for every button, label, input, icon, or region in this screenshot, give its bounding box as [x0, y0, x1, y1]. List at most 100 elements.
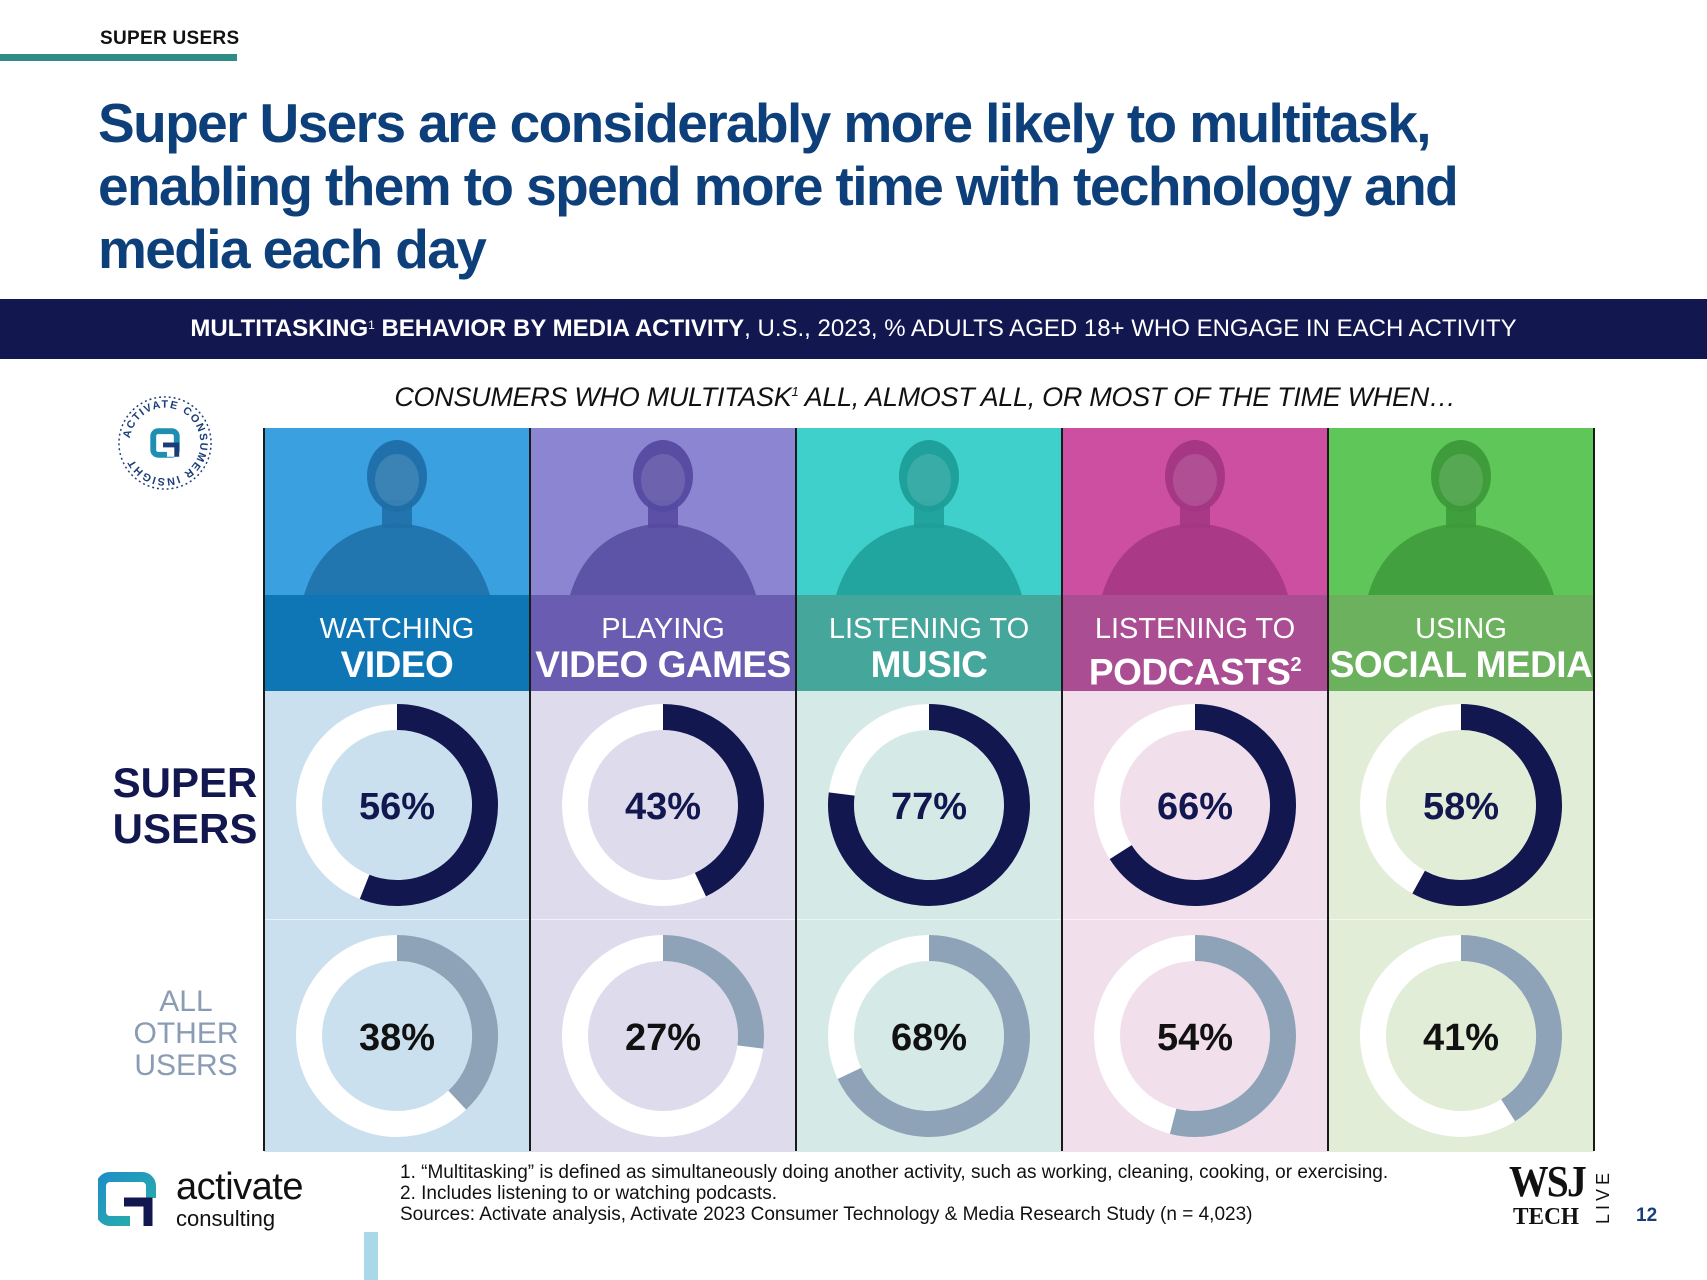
activity-photo [264, 428, 530, 595]
column-divider [529, 428, 531, 1151]
activity-label-line2: PODCASTS2 [1062, 645, 1328, 692]
super-users-donut: 77% [828, 704, 1030, 906]
activity-label-line1: WATCHING [319, 613, 475, 645]
super-users-donut: 58% [1360, 704, 1563, 906]
subhead-part1: CONSUMERS WHO MULTITASK [394, 382, 792, 412]
activity-label-line2: VIDEO GAMES [530, 645, 796, 685]
donut-arc [662, 704, 764, 897]
activity-label-line2: VIDEO [264, 645, 530, 685]
donut-arc [1460, 935, 1562, 1122]
subhead-sup: 1 [791, 384, 799, 399]
banner-sup: 1 [368, 318, 375, 332]
super-users-cell: 77% [796, 691, 1062, 919]
page-title: Super Users are considerably more likely… [98, 92, 1459, 280]
row-label-other-line1: ALL [159, 985, 213, 1018]
activity-label-line2-text: SOCIAL MEDIA [1329, 644, 1593, 685]
other-users-donut: 41% [1360, 935, 1562, 1137]
super-users-donut: 56% [296, 704, 498, 906]
chart-banner: MULTITASKING1 BEHAVIOR BY MEDIA ACTIVITY… [0, 299, 1707, 359]
donut-value-label: 27% [625, 1017, 701, 1059]
column-divider [263, 428, 265, 1151]
super-users-cell: 66% [1062, 691, 1328, 919]
super-users-cell: 43% [530, 691, 796, 919]
activity-column: WATCHING VIDEO 56% 38% [264, 428, 530, 1152]
subhead-part2: ALL, ALMOST ALL, OR MOST OF THE TIME WHE… [798, 382, 1456, 412]
activity-column: LISTENING TO MUSIC 77% 68% [796, 428, 1062, 1152]
row-label-other-line2: OTHER [133, 1017, 239, 1050]
activity-photo-icon [264, 428, 530, 595]
logo-text-activate: activate [176, 1166, 303, 1208]
other-users-donut: 54% [1094, 935, 1296, 1137]
donut-value-label: 54% [1157, 1017, 1233, 1059]
activity-photo [1062, 428, 1328, 595]
donut-value-label: 77% [891, 786, 967, 828]
activity-photo-icon [1328, 428, 1594, 595]
activity-column: LISTENING TO PODCASTS2 66% 54% [1062, 428, 1328, 1152]
activity-label: PLAYING VIDEO GAMES [530, 595, 796, 691]
activity-photo [1328, 428, 1594, 595]
chart-subhead: CONSUMERS WHO MULTITASK1 ALL, ALMOST ALL… [240, 382, 1610, 413]
row-label-super-line1: SUPER [112, 759, 258, 806]
super-users-donut: 43% [562, 704, 764, 906]
activity-photo [796, 428, 1062, 595]
donut-value-label: 68% [891, 1017, 967, 1059]
donut-arc [359, 704, 498, 906]
donut-arc [837, 935, 1030, 1137]
activity-column: USING SOCIAL MEDIA 58% 41% [1328, 428, 1594, 1152]
activate-logo-icon [98, 1172, 156, 1226]
donut-value-label: 38% [359, 1017, 435, 1059]
page-number: 12 [1636, 1205, 1658, 1226]
activity-photo [530, 428, 796, 595]
activity-label-line2-text: PODCASTS [1088, 651, 1291, 693]
wsj-text: WSJ [1509, 1157, 1586, 1206]
other-users-donut: 38% [296, 935, 498, 1137]
other-users-donut: 27% [562, 935, 764, 1137]
activity-label-line1: PLAYING [601, 613, 725, 645]
section-label: SUPER USERS [100, 28, 240, 49]
column-divider [1061, 428, 1063, 1151]
donut-arc [662, 935, 764, 1049]
activity-column: PLAYING VIDEO GAMES 43% 27% [530, 428, 796, 1152]
donut-arc [1169, 935, 1296, 1137]
activity-label-line1: USING [1415, 613, 1507, 645]
other-users-cell: 41% [1328, 919, 1594, 1152]
donut-value-label: 66% [1157, 786, 1233, 828]
banner-rest: , U.S., 2023, % ADULTS AGED 18+ WHO ENGA… [744, 315, 1517, 342]
activity-label-line2-text: VIDEO [340, 644, 454, 685]
super-users-cell: 56% [264, 691, 530, 919]
donut-value-label: 56% [359, 786, 435, 828]
column-divider [1327, 428, 1329, 1151]
wsj-live-text: LIVE [1593, 1169, 1613, 1224]
activity-label-line2: SOCIAL MEDIA [1328, 645, 1594, 685]
activity-label-footnote-marker: 2 [1290, 654, 1302, 676]
activity-photo-icon [1062, 428, 1328, 595]
row-label-super-users: SUPER USERS [100, 760, 270, 852]
activity-label-line2: MUSIC [796, 645, 1062, 685]
footnote-1: 1. “Multitasking” is defined as simultan… [400, 1162, 1389, 1183]
donut-arc [1109, 704, 1296, 906]
other-users-donut: 68% [828, 935, 1030, 1137]
activity-label: LISTENING TO PODCASTS2 [1062, 595, 1328, 692]
activity-photo-icon [796, 428, 1062, 595]
activity-label-line2-text: VIDEO GAMES [535, 644, 791, 685]
wsj-tech-live-logo-icon: WSJ TECH LIVE [1509, 1157, 1613, 1230]
activity-label-line1: LISTENING TO [828, 613, 1030, 645]
super-users-cell: 58% [1328, 691, 1594, 919]
sources: Sources: Activate analysis, Activate 202… [400, 1204, 1253, 1225]
donut-value-label: 41% [1423, 1017, 1499, 1059]
donut-arc [1412, 704, 1563, 906]
activity-label: WATCHING VIDEO [264, 595, 530, 691]
super-users-donut: 66% [1094, 704, 1296, 906]
column-divider [1593, 428, 1595, 1151]
consumer-insight-badge-icon: ACTIVATE CONSUMER INSIGHT [118, 396, 212, 490]
footnotes: 1. “Multitasking” is defined as simultan… [400, 1162, 1388, 1225]
row-label-super-line2: USERS [112, 805, 258, 852]
row-label-other-users: ALL OTHER USERS [100, 986, 272, 1082]
donut-arc [396, 935, 498, 1110]
row-label-other-line3: USERS [134, 1049, 238, 1082]
other-users-cell: 27% [530, 919, 796, 1152]
activity-label: USING SOCIAL MEDIA [1328, 595, 1594, 691]
activity-label: LISTENING TO MUSIC [796, 595, 1062, 691]
donut-value-label: 58% [1423, 786, 1499, 828]
banner-bold: MULTITASKING [190, 315, 369, 342]
